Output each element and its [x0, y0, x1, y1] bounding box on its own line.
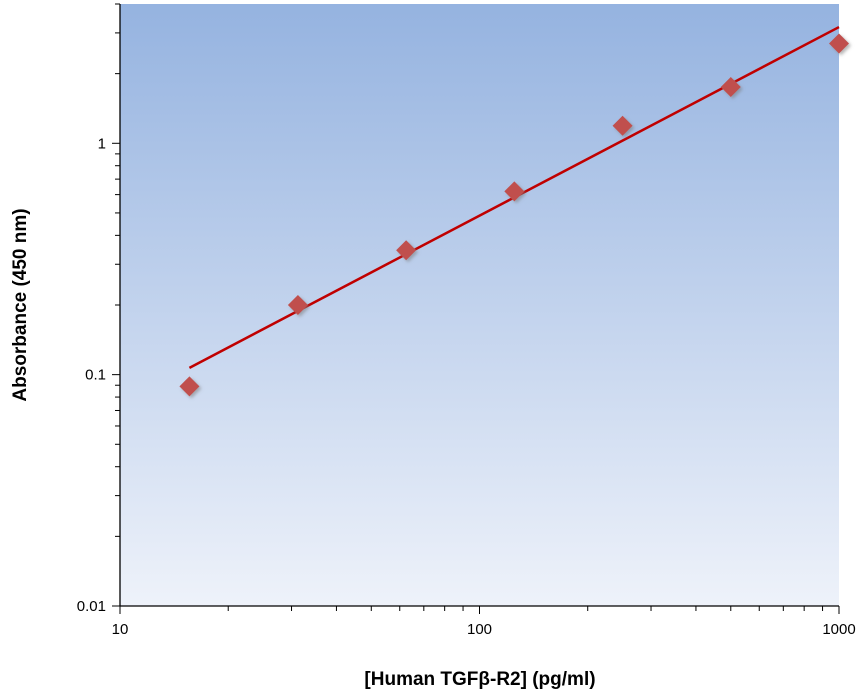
- data-point: [612, 115, 633, 136]
- data-point: [720, 77, 741, 98]
- y-axis-title: Absorbance (450 nm): [10, 208, 31, 401]
- plot-area: [120, 4, 839, 606]
- data-point: [287, 295, 308, 315]
- data-point: [179, 376, 200, 397]
- y-tick-label: 1: [98, 135, 106, 152]
- data-point: [829, 33, 849, 54]
- x-tick-label: 10: [112, 621, 129, 638]
- y-tick-label: 0.01: [77, 598, 106, 615]
- x-axis-title: [Human TGFβ-R2] (pg/ml): [364, 669, 595, 690]
- data-point: [396, 240, 417, 261]
- x-tick-label: 100: [467, 621, 492, 638]
- y-tick-label: 0.1: [85, 367, 106, 384]
- data-point: [504, 181, 525, 202]
- x-tick-label: 1000: [822, 621, 855, 638]
